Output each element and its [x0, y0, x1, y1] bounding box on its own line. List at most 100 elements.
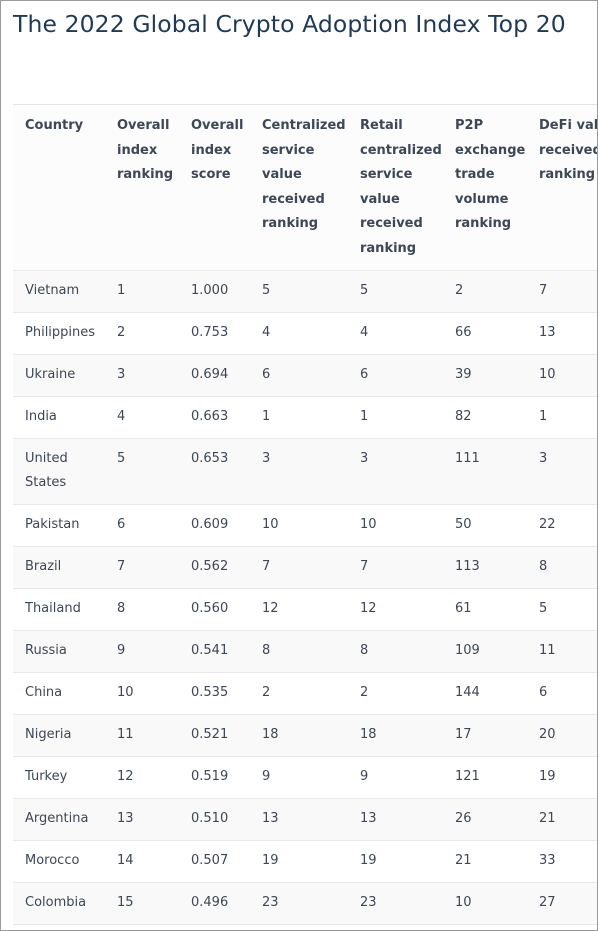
value-cell: 19 [250, 840, 348, 883]
value-cell: 14 [105, 840, 179, 883]
table-row: India 4 0.663 1 1 82 1 [13, 396, 597, 439]
table-row: Turkey 12 0.519 9 9 121 19 [13, 756, 597, 799]
value-cell: 7 [250, 546, 348, 589]
value-cell: 66 [443, 312, 527, 355]
table-scroll-container[interactable]: Country Overall index ranking Overall in… [13, 104, 597, 930]
table-row: Brazil 7 0.562 7 7 113 8 [13, 546, 597, 589]
country-cell: United States [13, 438, 105, 505]
value-cell: 16 [105, 924, 179, 930]
value-cell: 2 [348, 672, 443, 715]
table-row: Nepal160.47917171924 [13, 924, 597, 930]
value-cell: 12 [105, 756, 179, 799]
value-cell: 22 [527, 504, 597, 547]
value-cell: 7 [348, 546, 443, 589]
country-cell: India [13, 396, 105, 439]
value-cell: 17 [443, 714, 527, 757]
value-cell: 10 [443, 882, 527, 925]
value-cell: 5 [250, 270, 348, 313]
value-cell: 3 [250, 438, 348, 505]
country-cell: Colombia [13, 882, 105, 925]
value-cell: 0.535 [179, 672, 250, 715]
country-cell: Philippines [13, 312, 105, 355]
table-row: China 10 0.535 2 2 144 6 [13, 672, 597, 715]
value-cell: 7 [105, 546, 179, 589]
value-cell: 0.562 [179, 546, 250, 589]
column-header: Country [25, 118, 84, 133]
value-cell: 3 [348, 438, 443, 505]
country-cell: Vietnam [13, 270, 105, 313]
value-cell: 82 [443, 396, 527, 439]
table-row: Pakistan 6 0.609 10 10 50 22 [13, 504, 597, 547]
country-cell: China [13, 672, 105, 715]
value-cell: 1 [105, 270, 179, 313]
value-cell: 18 [348, 714, 443, 757]
value-cell: 0.479 [179, 924, 250, 930]
table-row: Thailand 8 0.560 12 12 61 5 [13, 588, 597, 631]
value-cell: 5 [348, 270, 443, 313]
value-cell: 4 [105, 396, 179, 439]
country-cell: Russia [13, 630, 105, 673]
value-cell: 6 [105, 504, 179, 547]
value-cell: 4 [348, 312, 443, 355]
value-cell: 2 [443, 270, 527, 313]
column-header: Overall index score [191, 118, 244, 182]
value-cell: 9 [348, 756, 443, 799]
value-cell: 10 [348, 504, 443, 547]
value-cell: 0.753 [179, 312, 250, 355]
table-header-row: Country Overall index ranking Overall in… [13, 105, 597, 271]
country-cell: Ukraine [13, 354, 105, 397]
value-cell: 0.653 [179, 438, 250, 505]
value-cell: 21 [443, 840, 527, 883]
value-cell: 6 [348, 354, 443, 397]
table-body: Vietnam 1 1.000 5 5 2 7 Philippines 2 0.753 4 4 66 13… [13, 270, 597, 930]
value-cell: 10 [105, 672, 179, 715]
value-cell: 8 [105, 588, 179, 631]
value-cell: 10 [527, 354, 597, 397]
column-header: Centralized service value received ranki… [262, 118, 346, 231]
table-row: United States 5 0.653 3 3 111 3 [13, 438, 597, 505]
table-row: Russia 9 0.541 8 8 109 11 [13, 630, 597, 673]
country-cell: Pakistan [13, 504, 105, 547]
table-row: Nigeria 11 0.521 18 18 17 20 [13, 714, 597, 757]
value-cell: 0.663 [179, 396, 250, 439]
value-cell: 20 [527, 714, 597, 757]
value-cell: 3 [105, 354, 179, 397]
value-cell: 21 [527, 798, 597, 841]
value-cell: 1 [250, 396, 348, 439]
value-cell: 10 [250, 504, 348, 547]
table-row: Ukraine 3 0.694 6 6 39 10 [13, 354, 597, 397]
country-cell: Morocco [13, 840, 105, 883]
table-row: Morocco 14 0.507 19 19 21 33 [13, 840, 597, 883]
value-cell: 6 [527, 672, 597, 715]
value-cell: 13 [527, 312, 597, 355]
value-cell: 19 [527, 756, 597, 799]
value-cell: 0.609 [179, 504, 250, 547]
value-cell: 33 [527, 840, 597, 883]
value-cell: 50 [443, 504, 527, 547]
value-cell: 18 [250, 714, 348, 757]
value-cell: 39 [443, 354, 527, 397]
value-cell: 27 [527, 882, 597, 925]
value-cell: 0.521 [179, 714, 250, 757]
value-cell: 113 [443, 546, 527, 589]
country-cell: Turkey [13, 756, 105, 799]
value-cell: 4 [250, 312, 348, 355]
value-cell: 121 [443, 756, 527, 799]
country-cell: Thailand [13, 588, 105, 631]
value-cell: 0.496 [179, 882, 250, 925]
value-cell: 26 [443, 798, 527, 841]
value-cell: 5 [105, 438, 179, 505]
value-cell: 61 [443, 588, 527, 631]
value-cell: 109 [443, 630, 527, 673]
value-cell: 13 [250, 798, 348, 841]
table-row: Colombia 15 0.496 23 23 10 27 [13, 882, 597, 925]
value-cell: 0.519 [179, 756, 250, 799]
value-cell: 17 [250, 924, 348, 930]
value-cell: 0.510 [179, 798, 250, 841]
value-cell: 5 [527, 588, 597, 631]
value-cell: 9 [250, 756, 348, 799]
value-cell: 0.694 [179, 354, 250, 397]
value-cell: 12 [348, 588, 443, 631]
value-cell: 0.560 [179, 588, 250, 631]
